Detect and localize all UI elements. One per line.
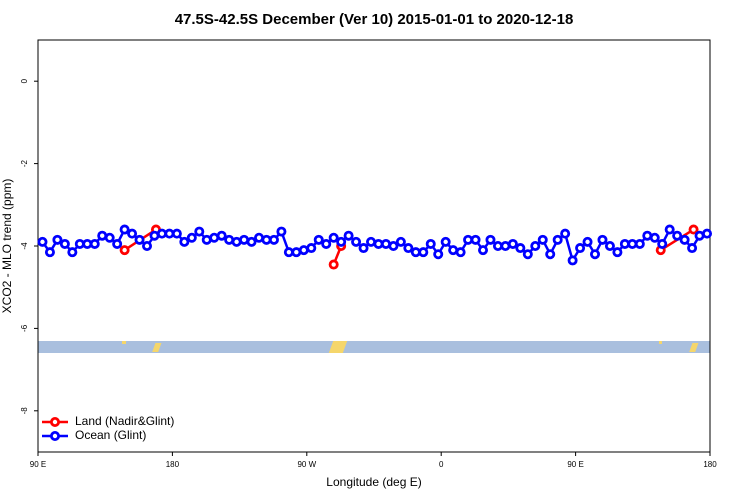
data-point	[522, 249, 533, 260]
band	[38, 341, 710, 353]
x-tick-label: 180	[166, 460, 180, 469]
data-point	[560, 228, 571, 239]
data-point	[306, 243, 317, 254]
x-axis-label: Longitude (deg E)	[326, 475, 421, 489]
data-point	[119, 224, 130, 235]
legend-label: Ocean (Glint)	[75, 428, 146, 442]
surface-band	[38, 341, 710, 353]
data-point	[37, 236, 48, 247]
data-point	[395, 236, 406, 247]
data-point	[679, 234, 690, 245]
y-tick-label: 0	[20, 78, 29, 83]
data-point	[425, 238, 436, 249]
data-point	[321, 238, 332, 249]
y-tick-label: -8	[20, 407, 29, 415]
data-point	[328, 232, 339, 243]
data-point	[485, 234, 496, 245]
data-point	[142, 240, 153, 251]
y-tick-label: -6	[20, 324, 29, 332]
data-point	[597, 234, 608, 245]
band-spot	[152, 343, 162, 352]
data-point	[358, 243, 369, 254]
data-point	[112, 238, 123, 249]
data-point	[478, 245, 489, 256]
data-point	[649, 232, 660, 243]
data-point	[388, 240, 399, 251]
data-point	[687, 243, 698, 254]
data-point	[507, 238, 518, 249]
data-point	[582, 236, 593, 247]
data-point	[418, 247, 429, 258]
x-tick-label: 90 W	[297, 460, 316, 469]
data-point	[343, 230, 354, 241]
data-point	[702, 228, 713, 239]
x-tick-label: 0	[439, 460, 444, 469]
data-point	[590, 249, 601, 260]
data-point	[433, 249, 444, 260]
data-point	[664, 224, 675, 235]
data-point	[657, 238, 668, 249]
data-point	[89, 238, 100, 249]
data-point	[134, 234, 145, 245]
legend-marker	[50, 430, 61, 441]
data-point	[119, 245, 130, 256]
legend-marker	[50, 416, 61, 427]
band-spot	[122, 341, 126, 344]
data-point	[328, 259, 339, 270]
band-spot	[689, 343, 699, 352]
data-point	[127, 228, 138, 239]
data-point	[351, 236, 362, 247]
data-point	[216, 230, 227, 241]
data-point	[313, 234, 324, 245]
data-point	[440, 236, 451, 247]
data-point	[186, 232, 197, 243]
data-point	[515, 243, 526, 254]
data-point	[104, 232, 115, 243]
data-point	[67, 247, 78, 258]
data-point	[604, 240, 615, 251]
y-tick-label: -4	[20, 242, 29, 250]
data-point	[336, 236, 347, 247]
data-point	[672, 230, 683, 241]
data-point	[403, 243, 414, 254]
band-spot	[328, 341, 348, 353]
x-tick-label: 180	[703, 460, 717, 469]
chart-title: 47.5S-42.5S December (Ver 10) 2015-01-01…	[175, 11, 574, 28]
data-point	[44, 247, 55, 258]
data-point	[179, 236, 190, 247]
x-tick-label: 90 E	[30, 460, 46, 469]
data-point	[612, 247, 623, 258]
data-point	[276, 226, 287, 237]
data-point	[194, 226, 205, 237]
data-point	[688, 224, 699, 235]
data-point	[537, 234, 548, 245]
data-point	[634, 238, 645, 249]
legend-label: Land (Nadir&Glint)	[75, 414, 174, 428]
data-point	[246, 236, 257, 247]
data-point	[59, 238, 70, 249]
y-axis-label: XCO2 - MLO trend (ppm)	[0, 179, 14, 314]
data-point	[552, 234, 563, 245]
data-point	[530, 240, 541, 251]
data-point	[171, 228, 182, 239]
data-point	[567, 255, 578, 266]
band-spot	[659, 341, 662, 344]
data-point	[575, 243, 586, 254]
data-point	[52, 234, 63, 245]
y-tick-label: -2	[20, 159, 29, 167]
data-point	[470, 234, 481, 245]
x-tick-label: 90 E	[567, 460, 583, 469]
data-point	[268, 234, 279, 245]
data-point	[545, 249, 556, 260]
data-point	[455, 247, 466, 258]
